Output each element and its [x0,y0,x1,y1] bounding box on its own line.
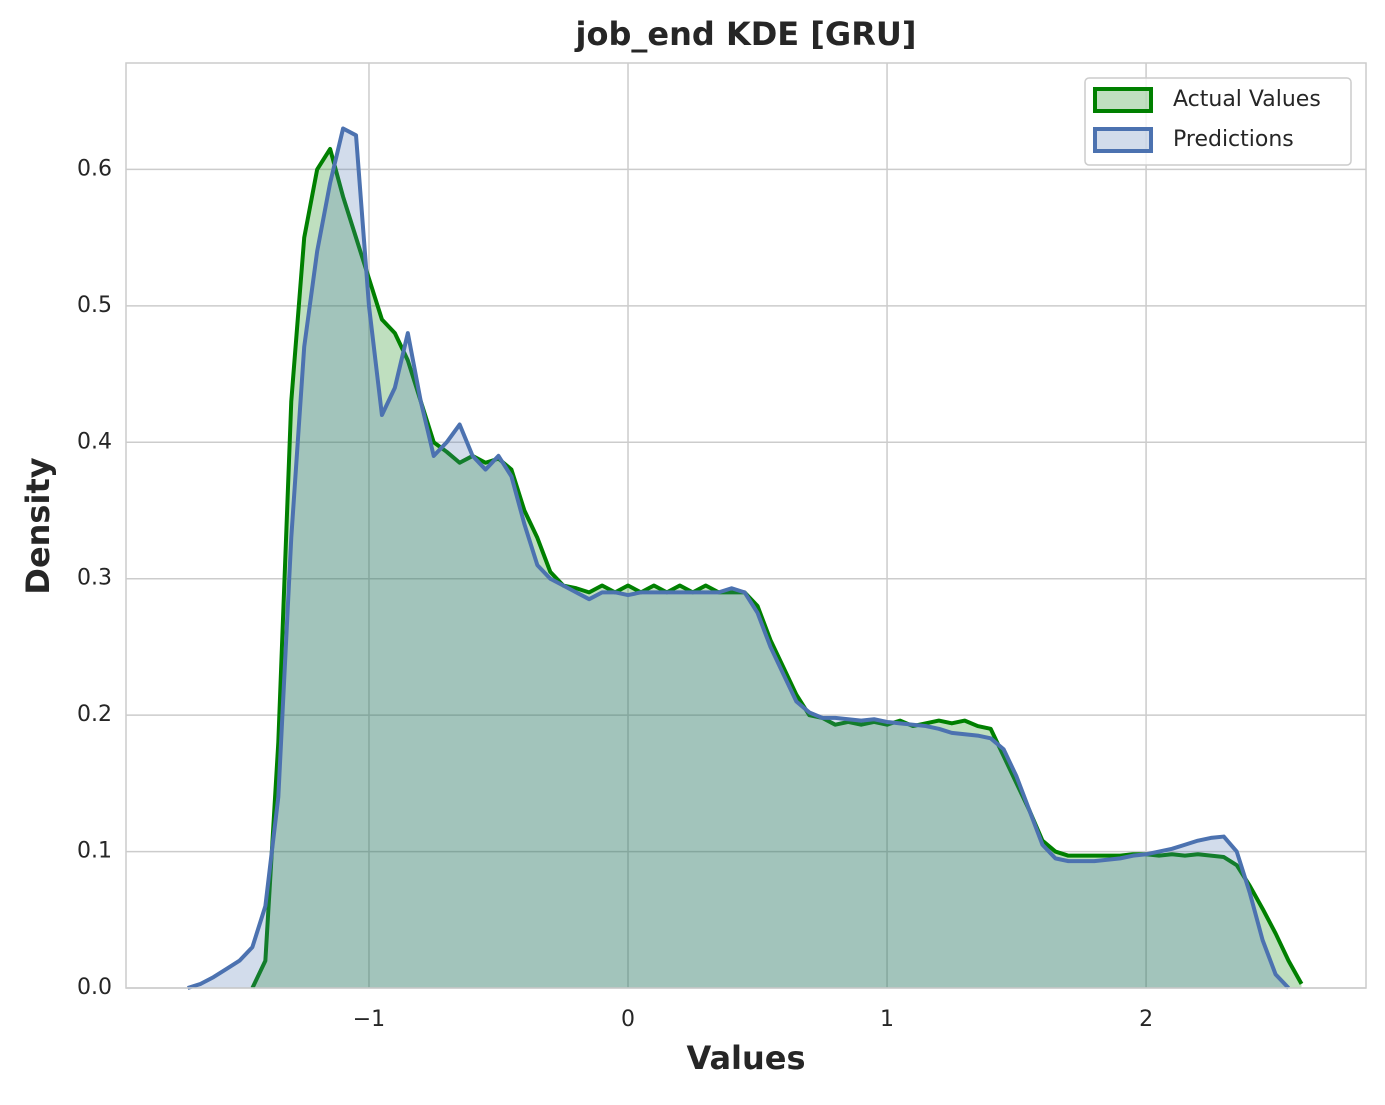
kde-line [187,126,1291,990]
chart-title: job_end KDE [GRU] [574,15,917,53]
legend-swatch [1093,87,1153,113]
legend-label: Actual Values [1173,87,1321,112]
y-tick-label: 0.3 [77,566,112,591]
plot-area [126,63,1366,988]
legend-swatch [1093,127,1153,153]
legend-swatch-bg [1093,87,1153,113]
x-tick-label: 2 [1139,1007,1153,1032]
legend-label: Predictions [1173,127,1294,152]
x-tick-label: 1 [880,1007,894,1032]
y-tick-label: 0.5 [77,293,112,318]
y-tick-label: 0.0 [77,975,112,1000]
x-tick-label: −1 [353,1007,385,1032]
x-tick-label: 0 [621,1007,635,1032]
y-tick-label: 0.4 [77,429,112,454]
x-axis-label: Values [686,1039,805,1077]
legend-swatch-bg [1093,127,1153,153]
legend: Actual Values Predictions [1084,77,1352,166]
y-tick-label: 0.6 [77,156,112,181]
y-axis-label: Density [19,457,57,594]
kde-fill [252,148,1302,989]
plot-frame [125,62,1367,989]
y-tick-label: 0.2 [77,702,112,727]
y-tick-label: 0.1 [77,839,112,864]
